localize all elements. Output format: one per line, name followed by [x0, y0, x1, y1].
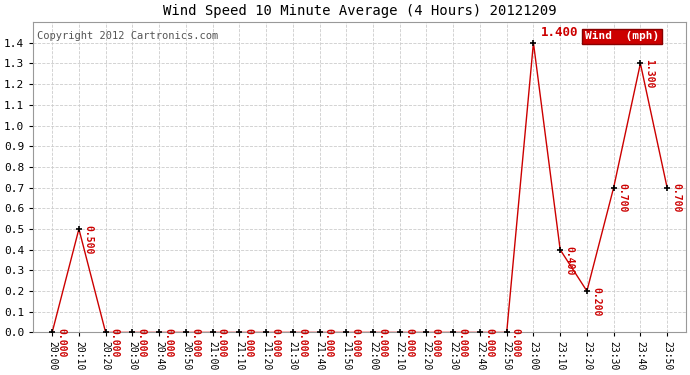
Text: 0.000: 0.000 [404, 328, 414, 358]
Text: 1.300: 1.300 [644, 59, 655, 89]
Text: 0.400: 0.400 [564, 246, 574, 275]
Text: 0.000: 0.000 [110, 328, 120, 358]
Text: 0.000: 0.000 [431, 328, 441, 358]
Text: 0.000: 0.000 [244, 328, 253, 358]
Text: 0.000: 0.000 [164, 328, 173, 358]
Text: Wind  (mph): Wind (mph) [584, 32, 659, 42]
Text: 0.000: 0.000 [377, 328, 387, 358]
Text: 0.000: 0.000 [270, 328, 280, 358]
Text: 0.700: 0.700 [671, 183, 681, 213]
Text: 0.000: 0.000 [511, 328, 521, 358]
Text: 0.000: 0.000 [137, 328, 146, 358]
Text: 0.000: 0.000 [484, 328, 494, 358]
Text: 0.000: 0.000 [190, 328, 200, 358]
Text: 0.000: 0.000 [324, 328, 334, 358]
Text: 1.400: 1.400 [540, 26, 578, 39]
Text: Copyright 2012 Cartronics.com: Copyright 2012 Cartronics.com [37, 32, 218, 41]
Text: 0.000: 0.000 [217, 328, 227, 358]
Text: 0.000: 0.000 [457, 328, 467, 358]
Title: Wind Speed 10 Minute Average (4 Hours) 20121209: Wind Speed 10 Minute Average (4 Hours) 2… [163, 4, 556, 18]
Text: 0.700: 0.700 [618, 183, 628, 213]
Text: 0.000: 0.000 [297, 328, 307, 358]
Text: 0.200: 0.200 [591, 287, 601, 316]
Text: 0.500: 0.500 [83, 225, 93, 254]
Text: 0.000: 0.000 [57, 328, 66, 358]
Text: 0.000: 0.000 [351, 328, 360, 358]
